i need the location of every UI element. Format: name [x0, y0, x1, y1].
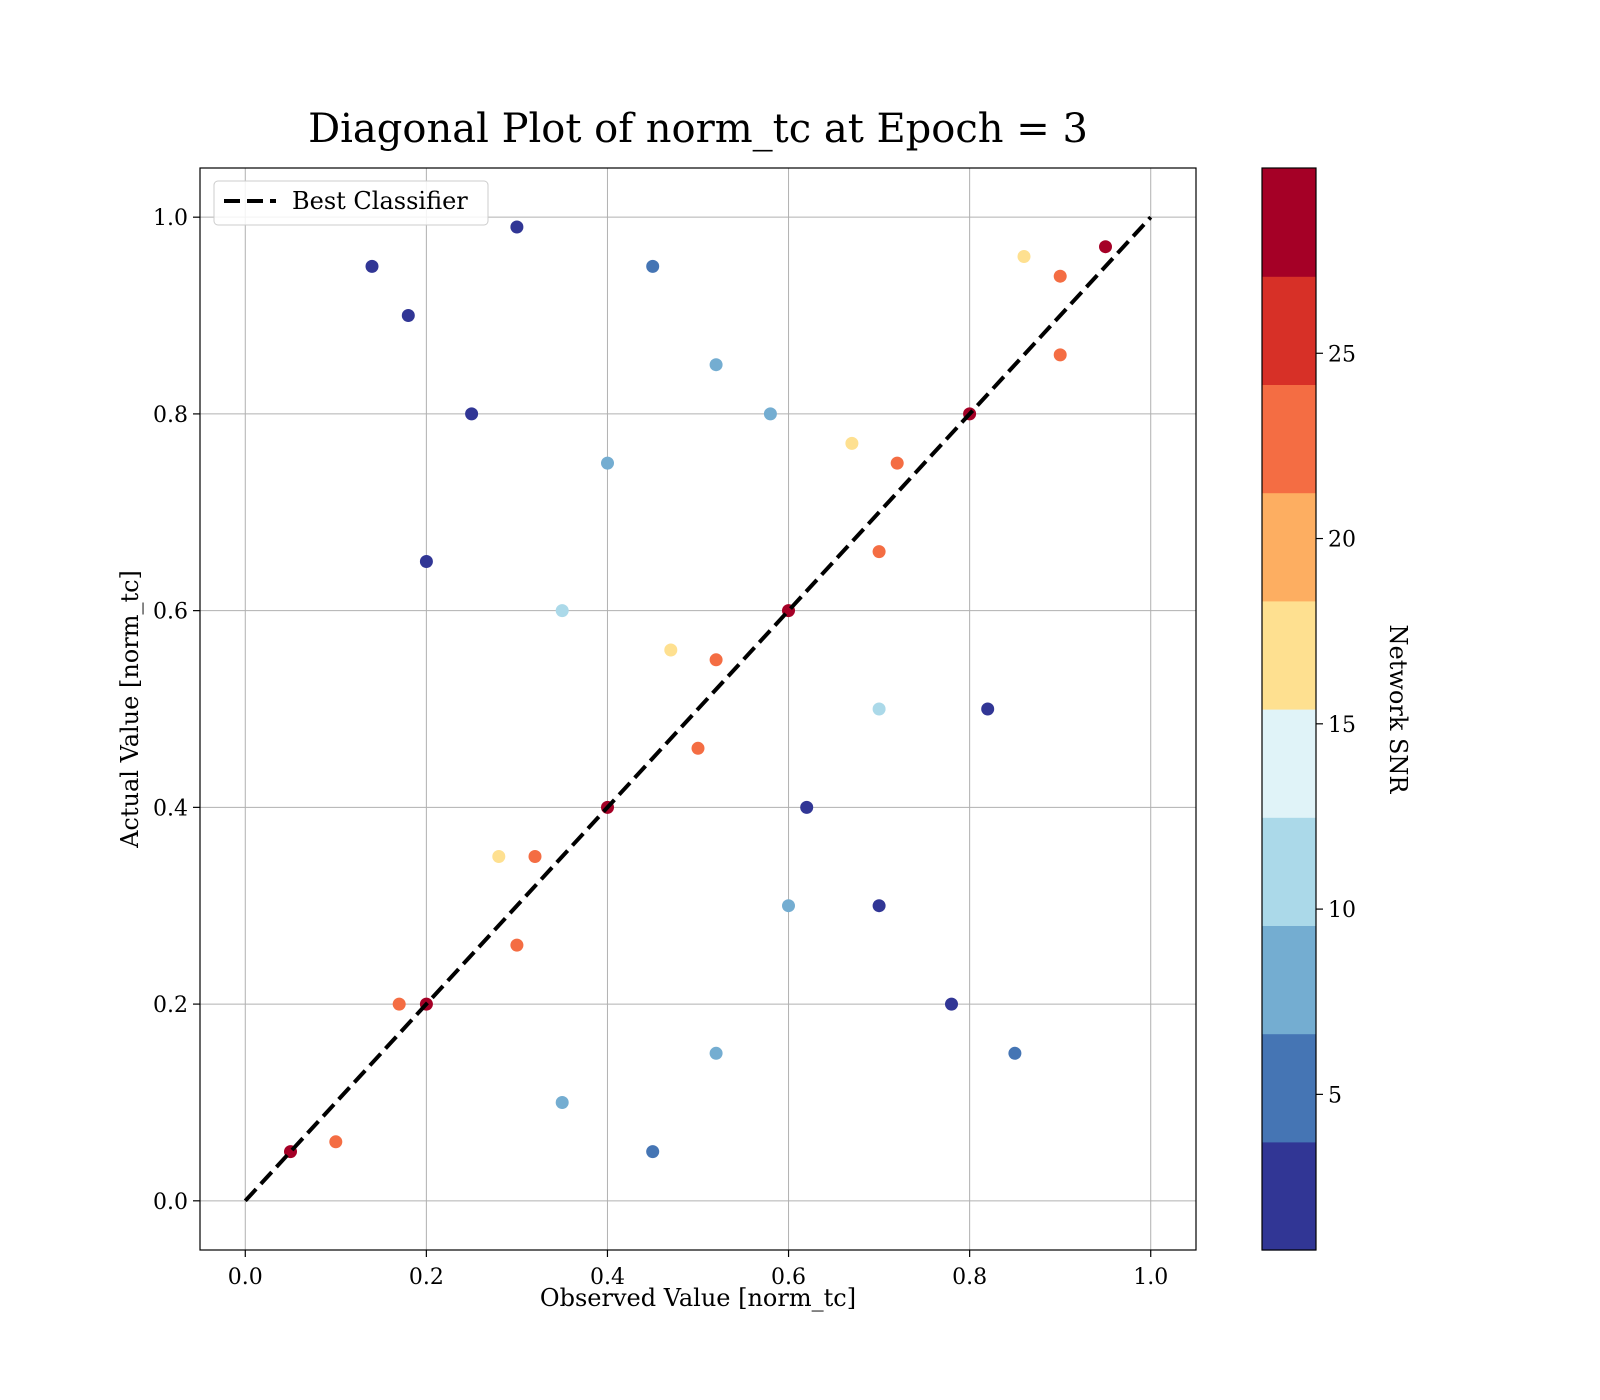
y-tick-label: 0.6: [153, 600, 188, 625]
scatter-point: [329, 1135, 343, 1149]
y-tick-label: 0.8: [153, 403, 188, 428]
grid-lines: [200, 168, 1196, 1250]
scatter-point: [890, 456, 904, 470]
scatter-point: [465, 407, 479, 421]
colorbar-segment: [1262, 817, 1316, 926]
colorbar-segment: [1262, 709, 1316, 818]
scatter-point: [945, 997, 958, 1011]
scatter-point: [528, 850, 542, 863]
y-tick-label: 0.4: [153, 796, 188, 821]
scatter-point: [492, 850, 506, 863]
scatter-point: [401, 309, 415, 322]
colorbar-tick-label: 20: [1328, 528, 1356, 553]
scatter-point: [1099, 240, 1112, 254]
legend-box: [213, 180, 489, 226]
scatter-point: [1008, 1046, 1022, 1060]
axis-ticks: 0.0 0.2 0.4 0.6 0.8 1.0 0.0 0.2 0.4 0.6 0.8 1.0: [153, 206, 1168, 1290]
chart-title: Diagonal Plot of norm_tc at Epoch = 3: [308, 106, 1088, 152]
colorbar-segment: [1262, 168, 1316, 277]
x-tick-label: 1.0: [1133, 1265, 1168, 1290]
scatter-point: [981, 702, 995, 716]
plot-frame: [199, 167, 1197, 1251]
colorbar-frame: [1261, 167, 1317, 1251]
scatter-point: [709, 1046, 723, 1060]
colorbar-segment: [1262, 492, 1316, 602]
y-tick-label: 0.0: [153, 1190, 188, 1215]
scatter-point: [419, 555, 433, 568]
scatter-point: [510, 220, 524, 234]
scatter-point: [709, 653, 723, 667]
colorbar-segment: [1262, 276, 1316, 385]
colorbar-segment: [1262, 600, 1316, 710]
legend-label: Best Classifier: [292, 187, 468, 215]
scatter-point: [1017, 250, 1031, 263]
scatter-point: [782, 899, 795, 913]
y-tick-label: 1.0: [153, 206, 188, 231]
colorbar-segment: [1262, 925, 1316, 1035]
best-classifier-line: [243, 215, 1153, 1203]
x-tick-label: 0.2: [409, 1265, 444, 1290]
scatter-point: [1053, 269, 1067, 283]
scatter-point: [601, 456, 614, 470]
scatter-point: [646, 259, 660, 273]
scatter-point: [763, 407, 777, 421]
colorbar-segment: [1262, 1141, 1316, 1251]
scatter-point: [392, 997, 406, 1011]
colorbar-tick-label: 25: [1328, 342, 1356, 367]
x-tick-label: 0.0: [228, 1265, 263, 1290]
scatter-point: [845, 436, 859, 450]
y-tick-label: 0.2: [153, 993, 188, 1018]
scatter-point: [365, 259, 379, 273]
x-tick-label: 0.4: [590, 1265, 625, 1290]
scatter-point: [1053, 348, 1067, 362]
scatter-point: [555, 604, 569, 618]
scatter-point: [555, 1096, 569, 1109]
scatter-point: [709, 358, 723, 372]
colorbar-tick-label: 10: [1328, 898, 1356, 923]
x-axis-label: Observed Value [norm_tc]: [540, 1284, 856, 1312]
colorbar-tick-label: 5: [1328, 1083, 1342, 1108]
x-tick-label: 0.8: [952, 1265, 987, 1290]
scatter-points: [284, 220, 1112, 1159]
scatter-point: [872, 899, 886, 913]
legend: Best Classifier: [213, 180, 489, 226]
y-axis-label: Actual Value [norm_tc]: [116, 570, 144, 849]
scatter-point: [510, 938, 524, 952]
colorbar-segment: [1262, 1033, 1316, 1143]
colorbar: 5 10 15 20 25: [1261, 167, 1356, 1251]
scatter-point: [872, 702, 886, 716]
colorbar-tick-label: 15: [1328, 713, 1356, 738]
scatter-point: [691, 741, 705, 755]
scatter-point: [872, 545, 886, 559]
colorbar-label: Network SNR: [1384, 625, 1412, 795]
scatter-point: [800, 800, 814, 814]
x-tick-label: 0.6: [771, 1265, 806, 1290]
scatter-point: [646, 1145, 660, 1159]
scatter-point: [664, 643, 678, 657]
colorbar-segment: [1262, 384, 1316, 494]
